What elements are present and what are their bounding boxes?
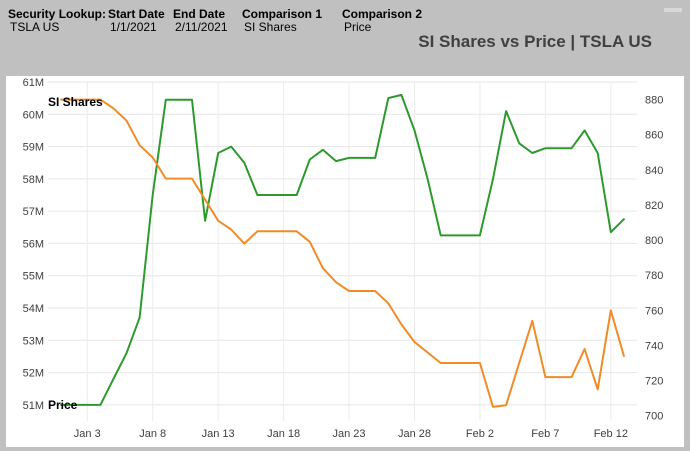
left-tick-label: 54M bbox=[23, 303, 44, 315]
comparison-1-label: Comparison 1 bbox=[242, 7, 323, 21]
right-tick-label: 740 bbox=[645, 340, 663, 352]
x-tick-label: Jan 28 bbox=[398, 428, 431, 440]
comparison-2-label: Comparison 2 bbox=[342, 7, 423, 21]
x-tick-label: Feb 2 bbox=[466, 428, 494, 440]
right-axis: 700 720 740 760 780 800 820 840 860 880 bbox=[645, 95, 663, 423]
right-tick-label: 840 bbox=[645, 165, 663, 177]
left-tick-label: 61M bbox=[23, 77, 44, 89]
right-tick-label: 780 bbox=[645, 270, 663, 282]
left-tick-label: 52M bbox=[23, 368, 44, 380]
left-tick-label: 55M bbox=[23, 271, 44, 283]
left-tick-label: 51M bbox=[23, 400, 44, 412]
left-tick-label: 53M bbox=[23, 335, 44, 347]
left-tick-label: 56M bbox=[23, 238, 44, 250]
right-tick-label: 820 bbox=[645, 200, 663, 212]
series-line-price bbox=[60, 98, 625, 408]
header-bar: Security Lookup: TSLA US Start Date 1/1/… bbox=[0, 0, 690, 76]
chart-title: SI Shares vs Price | TSLA US bbox=[418, 32, 652, 51]
security-lookup-value[interactable]: TSLA US bbox=[10, 20, 60, 34]
left-tick-label: 57M bbox=[23, 206, 44, 218]
left-tick-label: 59M bbox=[23, 142, 44, 154]
logo-icon bbox=[664, 8, 682, 12]
start-date-label: Start Date bbox=[108, 7, 165, 21]
end-date-label: End Date bbox=[173, 7, 226, 21]
x-tick-label: Jan 23 bbox=[333, 428, 366, 440]
right-tick-label: 700 bbox=[645, 411, 663, 423]
end-date-field[interactable]: End Date 2/11/2021 bbox=[173, 8, 228, 34]
start-date-field[interactable]: Start Date 1/1/2021 bbox=[108, 8, 165, 34]
security-lookup-field[interactable]: Security Lookup: TSLA US bbox=[8, 8, 106, 34]
x-tick-label: Feb 12 bbox=[594, 428, 628, 440]
comparison-2-field[interactable]: Comparison 2 Price bbox=[342, 8, 422, 34]
series-label-si-shares: SI Shares bbox=[48, 95, 103, 109]
x-axis: Jan 3 Jan 8 Jan 13 Jan 18 Jan 23 Jan 28 Feb 2 F… bbox=[74, 428, 628, 440]
chart-panel bbox=[6, 76, 684, 447]
comparison-2-value[interactable]: Price bbox=[344, 20, 372, 34]
left-tick-label: 58M bbox=[23, 174, 44, 186]
right-tick-label: 880 bbox=[645, 95, 663, 107]
series-label-price: Price bbox=[48, 398, 78, 412]
x-tick-label: Jan 3 bbox=[74, 428, 101, 440]
right-tick-label: 720 bbox=[645, 376, 663, 388]
series-lines bbox=[60, 93, 625, 408]
chart-grid bbox=[48, 81, 637, 421]
start-date-value[interactable]: 1/1/2021 bbox=[110, 20, 157, 34]
x-tick-label: Jan 18 bbox=[267, 428, 300, 440]
left-axis: 51M 52M 53M 54M 55M 56M 57M 58M 59M 60M 61M bbox=[23, 77, 44, 412]
end-date-value[interactable]: 2/11/2021 bbox=[175, 20, 228, 34]
series-line-si-shares bbox=[60, 93, 625, 406]
comparison-1-value[interactable]: SI Shares bbox=[244, 20, 297, 34]
right-tick-label: 760 bbox=[645, 305, 663, 317]
x-tick-label: Feb 7 bbox=[531, 428, 559, 440]
security-lookup-label: Security Lookup: bbox=[8, 7, 107, 21]
right-tick-label: 860 bbox=[645, 130, 663, 142]
x-tick-label: Jan 8 bbox=[139, 428, 166, 440]
left-tick-label: 60M bbox=[23, 109, 44, 121]
x-tick-label: Jan 13 bbox=[202, 428, 235, 440]
comparison-1-field[interactable]: Comparison 1 SI Shares bbox=[242, 8, 322, 34]
right-tick-label: 800 bbox=[645, 235, 663, 247]
